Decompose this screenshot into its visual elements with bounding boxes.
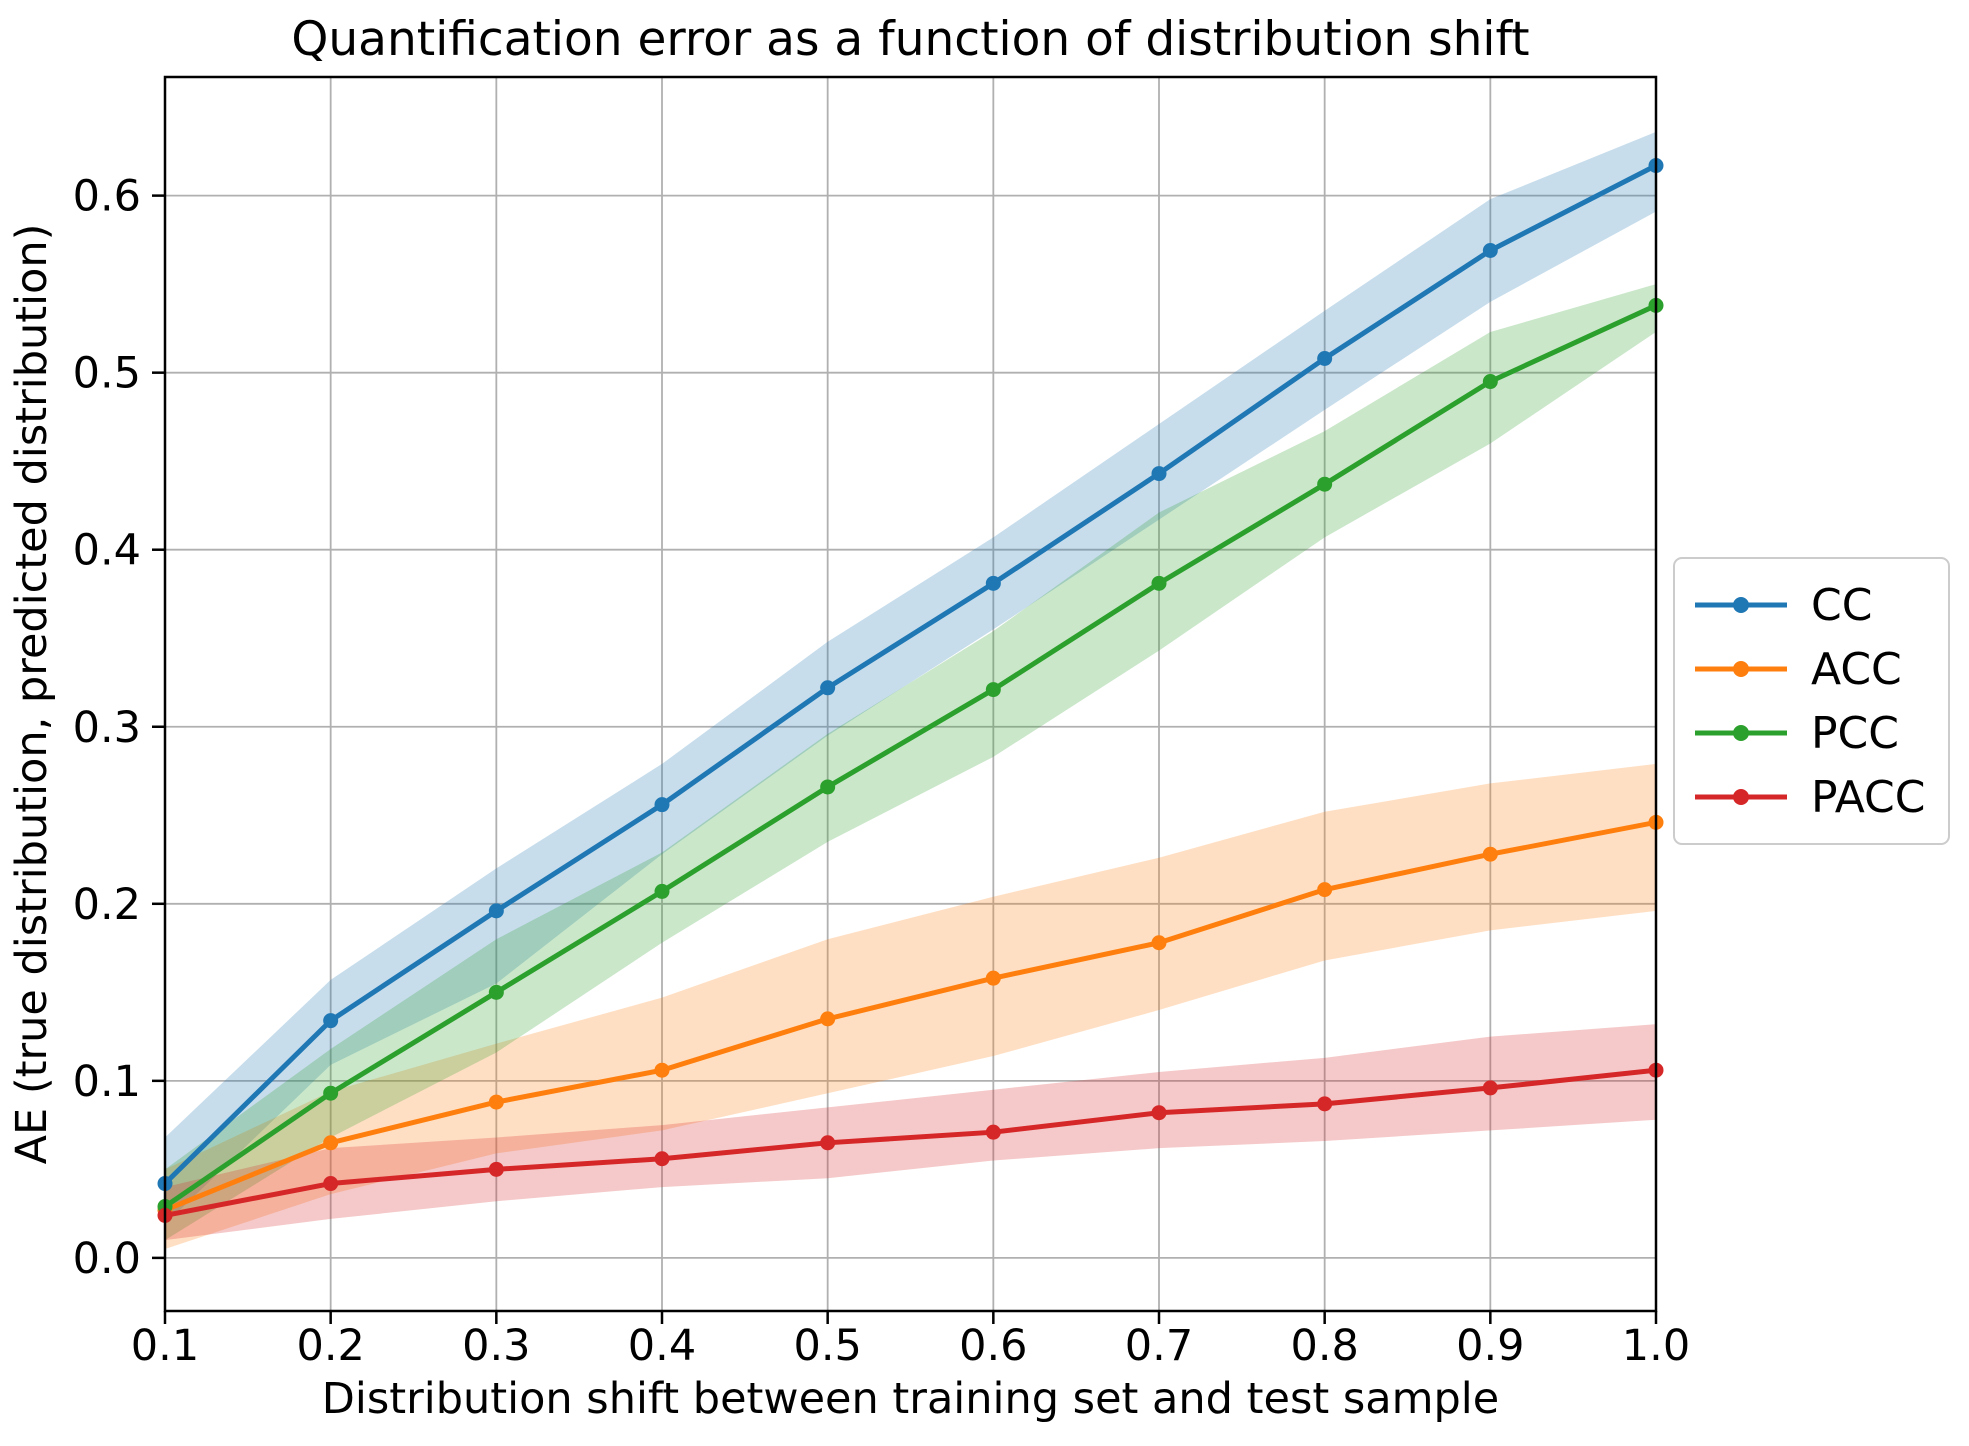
legend-item-ACC: ACC — [1693, 637, 1930, 701]
series-PCC-marker — [1482, 374, 1498, 390]
y-tick-label: 0.0 — [73, 1234, 141, 1284]
y-tick-label: 0.4 — [73, 526, 141, 576]
series-PACC — [157, 1062, 1664, 1223]
series-PACC-marker — [1151, 1105, 1167, 1121]
x-tick-label: 1.0 — [1622, 1321, 1690, 1371]
x-tick-label: 0.5 — [793, 1321, 861, 1371]
series-PCC-marker — [323, 1085, 339, 1101]
legend-line-sample — [1695, 597, 1787, 613]
series-CC-marker — [654, 797, 670, 813]
series-PACC-marker — [1317, 1096, 1333, 1112]
legend-item-PACC: PACC — [1693, 765, 1930, 829]
series-PACC-marker — [1482, 1080, 1498, 1096]
x-tick-label: 0.1 — [131, 1321, 199, 1371]
series-CC-marker — [820, 680, 836, 696]
series-CC-marker — [488, 903, 504, 919]
legend-label: PCC — [1811, 707, 1899, 759]
series-ACC-marker — [488, 1094, 504, 1110]
series-PCC-marker — [1317, 476, 1333, 492]
series-ACC-band — [165, 763, 1656, 1250]
legend: CC ACC PCC PACC — [1673, 557, 1950, 845]
series-ACC-marker — [323, 1135, 339, 1151]
legend-label: CC — [1811, 579, 1873, 631]
chart-title: Quantification error as a function of di… — [291, 12, 1530, 67]
series-PCC-band — [165, 284, 1656, 1241]
ticks: 0.1 0.2 0.3 0.4 0.5 0.6 0.7 0.8 0.9 1.0 0.0 0.1 0.2 0… — [73, 172, 1691, 1371]
x-tick-label: 0.7 — [1125, 1321, 1193, 1371]
series-ACC-marker — [1482, 846, 1498, 862]
series-CC-marker — [1151, 466, 1167, 482]
legend-line-sample — [1695, 789, 1787, 805]
series-PACC-marker — [820, 1135, 836, 1151]
y-tick-label: 0.5 — [73, 349, 141, 399]
series-CC-marker — [323, 1013, 339, 1029]
x-tick-label: 0.9 — [1456, 1321, 1524, 1371]
series-ACC-marker — [1151, 935, 1167, 951]
series-ACC-marker — [820, 1011, 836, 1027]
series-ACC-marker — [985, 970, 1001, 986]
legend-label: PACC — [1811, 771, 1926, 823]
series-PCC-marker — [985, 682, 1001, 698]
legend-item-PCC: PCC — [1693, 701, 1930, 765]
series-ACC-line — [164, 819, 1657, 1213]
series-CC-line — [163, 163, 1658, 1186]
series-PACC-marker — [323, 1176, 339, 1192]
legend-item-CC: CC — [1693, 573, 1930, 637]
y-tick-label: 0.1 — [73, 1057, 141, 1107]
y-tick-label: 0.6 — [73, 172, 141, 222]
series-PCC-marker — [1151, 575, 1167, 591]
y-axis-label: AE (true distribution, predicted distrib… — [7, 223, 57, 1165]
series-ACC-marker — [654, 1062, 670, 1078]
legend-line-sample — [1695, 661, 1787, 677]
x-tick-label: 0.2 — [296, 1321, 364, 1371]
series-PCC-marker — [654, 883, 670, 899]
y-tick-label: 0.2 — [73, 880, 141, 930]
series-ACC-marker — [1317, 882, 1333, 898]
series-CC-marker — [985, 575, 1001, 591]
series-PACC-marker — [654, 1151, 670, 1167]
x-tick-label: 0.3 — [462, 1321, 530, 1371]
x-tick-label: 0.4 — [628, 1321, 696, 1371]
series-PCC-line — [163, 303, 1658, 1209]
x-tick-label: 0.8 — [1290, 1321, 1358, 1371]
series-CC-marker — [1482, 243, 1498, 259]
series-PACC-line — [164, 1067, 1657, 1218]
series-PCC-marker — [820, 779, 836, 795]
legend-label: ACC — [1811, 643, 1902, 695]
series-CC-band — [165, 131, 1656, 1225]
series-PACC-band — [165, 1024, 1656, 1241]
series-CC-marker — [1317, 351, 1333, 367]
series-CC — [157, 158, 1664, 1192]
x-tick-label: 0.6 — [959, 1321, 1027, 1371]
series-PACC-marker — [985, 1124, 1001, 1140]
y-tick-label: 0.3 — [73, 703, 141, 753]
series-PACC-marker — [488, 1161, 504, 1177]
plot-frame — [163, 75, 1658, 1313]
series-PCC-marker — [488, 984, 504, 1000]
legend-line-sample — [1695, 725, 1787, 741]
x-axis-label: Distribution shift between training set … — [321, 1374, 1500, 1424]
